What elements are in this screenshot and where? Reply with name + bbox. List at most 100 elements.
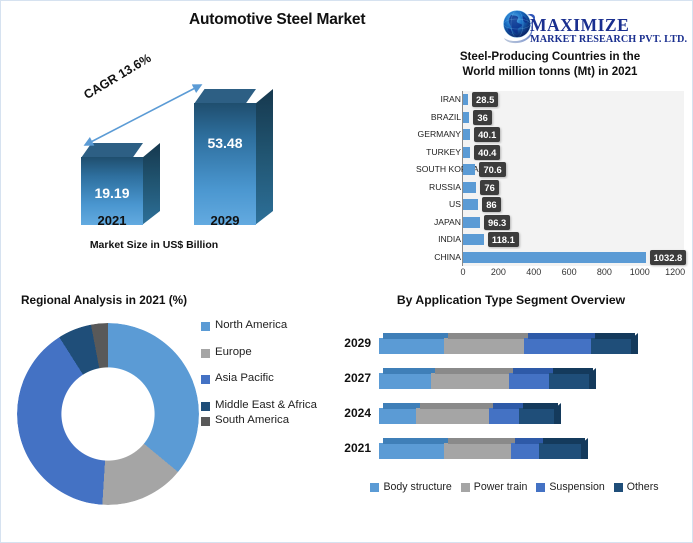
donut-legend-item[interactable]: Europe [201, 346, 331, 360]
donut-legend-item[interactable]: Middle East & Africa [201, 399, 331, 413]
logo-subtitle: MARKET RESEARCH PVT. LTD. [530, 34, 688, 45]
hbar-value-label: 36 [473, 109, 492, 125]
stack-category-label: 2024 [344, 406, 371, 420]
hbar-row: INDIA 118.1 [416, 231, 684, 249]
hbar-category-label: US [449, 199, 461, 209]
hbar-track [463, 126, 684, 144]
stack-legend-item[interactable]: Others [613, 481, 659, 493]
column-2029: 53.48 [194, 89, 256, 225]
donut-legend-label: North America [215, 319, 288, 331]
hbar-row: RUSSIA 76 [416, 178, 684, 196]
hbar-value-label: 86 [482, 197, 501, 212]
hbar-category-label: IRAN [440, 94, 461, 104]
page-title: Automotive Steel Market [189, 11, 366, 28]
column-front-face [194, 103, 256, 225]
donut-legend-item[interactable]: North America [201, 319, 331, 333]
stack-segment [444, 443, 511, 459]
stack-segment [489, 408, 519, 424]
stack-segment-top [448, 438, 515, 444]
stack-legend-item[interactable]: Power train [460, 481, 527, 493]
stack-bar-end-cap [581, 438, 588, 459]
hbar-value-label: 118.1 [487, 232, 519, 247]
hbar-category-label: JAPAN [433, 216, 461, 227]
application-type-section: By Application Type Segment Overview 202… [331, 293, 691, 541]
hbar-rows: IRAN 28.5 BRAZIL 36 GERMANY 40.1 TURKEY 40.4 SOU… [416, 91, 687, 266]
hbar-bar [463, 164, 476, 176]
stack-legend: Body structure Power train Suspension Other… [349, 481, 689, 493]
hbar-value-label: 1032.8 [649, 249, 687, 265]
hbar-row: SOUTH KOREA 70.6 [416, 161, 684, 179]
stack-segment-top [383, 333, 448, 339]
hbar-axis-line [462, 91, 464, 266]
stack-segment [549, 373, 589, 389]
stack-bar [379, 368, 597, 389]
donut-legend-item[interactable]: South America [201, 414, 331, 428]
donut-legend-item[interactable]: Asia Pacific [201, 372, 331, 386]
stack-segment [519, 408, 554, 424]
hbar-value-label: 40.1 [474, 127, 501, 142]
stack-bar-end-cap [554, 403, 561, 424]
hbar-bar [463, 129, 471, 141]
column-side-face [142, 143, 160, 225]
stack-bar [379, 438, 589, 459]
column-category-2021: 2021 [97, 213, 127, 228]
stack-segment-top [493, 403, 523, 409]
column-side-face [255, 89, 273, 225]
hbar-bar [463, 216, 481, 228]
stack-legend-item[interactable]: Body structure [370, 481, 452, 493]
hbar-value-label: 76 [480, 179, 499, 195]
hbar-bar [463, 181, 477, 193]
column-category-2029: 2029 [210, 213, 240, 228]
hbar-bar [463, 111, 470, 123]
stack-chart-title: By Application Type Segment Overview [396, 293, 626, 307]
hbar-tick-label: 1200 [665, 267, 686, 277]
hbar-tick-label: 1000 [629, 267, 650, 277]
hbar-row: CHINA 1032.8 [416, 248, 687, 266]
column-front-face [81, 157, 143, 225]
stack-legend-item[interactable]: Suspension [536, 481, 605, 493]
donut-legend-label: South America [215, 414, 290, 426]
stack-segment-top [435, 368, 513, 374]
stack-segment [416, 408, 489, 424]
hbar-track [463, 161, 684, 179]
hbar-tick-label: 800 [596, 267, 612, 277]
hbar-value-label: 96.3 [484, 214, 511, 230]
donut-legend: North America Europe Asia Pacific Middle Ea… [201, 319, 331, 441]
hbar-tick-label: 600 [561, 267, 577, 277]
hbar-track [463, 178, 684, 196]
hbar-category-label: SOUTH KOREA [416, 164, 479, 174]
stack-row: 2027 [331, 366, 681, 392]
stack-segment-top [515, 438, 543, 444]
stack-segment [379, 443, 444, 459]
logo-title: MAXIMIZE [530, 15, 630, 35]
hbar-bar [463, 146, 471, 158]
stack-segment-top [383, 403, 420, 409]
hbar-track [463, 143, 684, 161]
legend-swatch-icon [370, 482, 380, 492]
hbar-value-label: 70.6 [479, 162, 506, 177]
stack-legend-label: Body structure [383, 481, 452, 493]
stack-segment [509, 373, 549, 389]
stack-segment [444, 338, 524, 354]
hbar-track [463, 196, 684, 214]
hbar-row: TURKEY 40.4 [416, 143, 684, 161]
steel-producing-countries-chart: Steel-Producing Countries in the World m… [416, 49, 688, 294]
hbar-bar [463, 234, 484, 246]
stack-legend-label: Others [626, 481, 659, 493]
company-logo: MAXIMIZE MARKET RESEARCH PVT. LTD. [494, 5, 690, 51]
donut-legend-label: Middle East & Africa [215, 398, 317, 411]
stack-segment [511, 443, 539, 459]
market-size-column-chart: 19.19 53.48 CAGR 13.6% 2021 2029 Market … [9, 51, 339, 281]
hbar-category-label: CHINA [434, 251, 461, 262]
hbar-title-line2: World million tonns (Mt) in 2021 [462, 65, 638, 78]
hbar-title-line1: Steel-Producing Countries in the [459, 50, 641, 63]
stack-bar-end-cap [589, 368, 596, 389]
hbar-axis-ticks: 0 200 400 600 800 1000 1200 [460, 267, 686, 281]
stack-segment [431, 373, 509, 389]
hbar-value-label: 40.4 [474, 144, 501, 160]
stack-row: 2021 [331, 436, 681, 462]
stack-segment [591, 338, 631, 354]
legend-swatch-icon [536, 482, 546, 492]
hbar-row: GERMANY 40.1 [416, 126, 684, 144]
